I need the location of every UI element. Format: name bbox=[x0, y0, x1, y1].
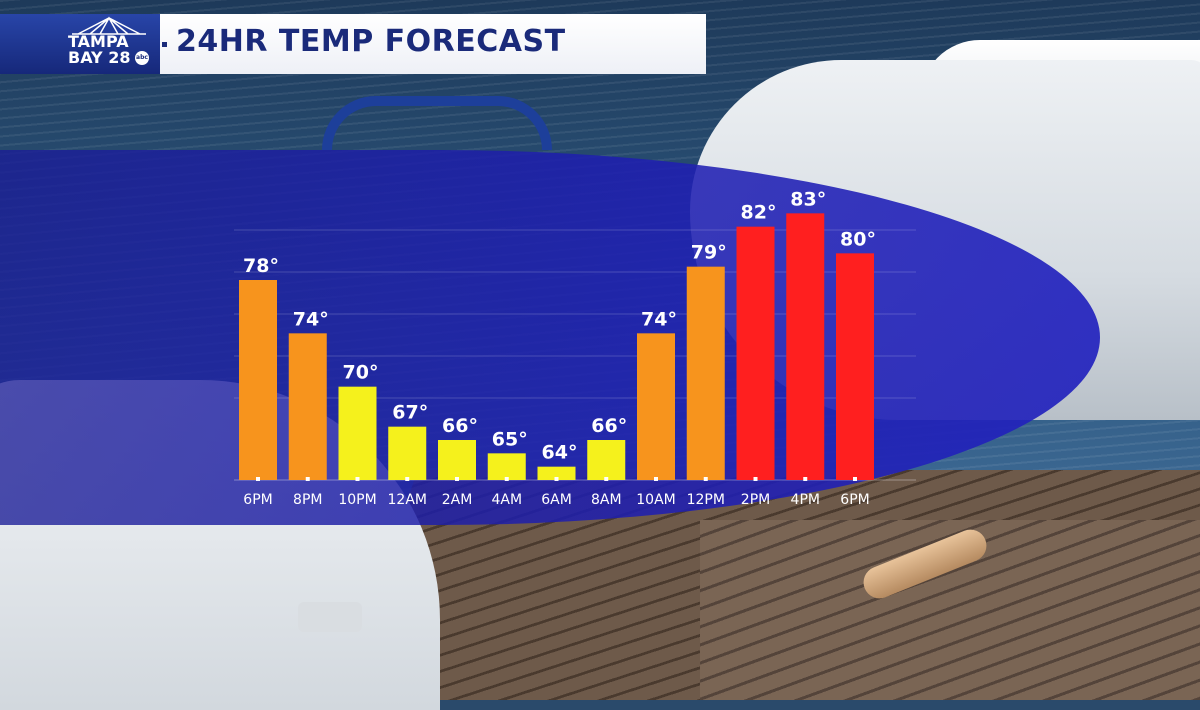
value-label-7: 66° bbox=[591, 415, 627, 437]
value-label-0: 78° bbox=[243, 255, 279, 277]
value-label-6: 64° bbox=[542, 442, 578, 464]
value-label-4: 66° bbox=[442, 415, 478, 437]
x-tick-label-1: 8PM bbox=[293, 492, 322, 508]
tick-mark-7 bbox=[604, 477, 609, 481]
x-tick-labels: 6PM 8PM 10PM 12AM 2AM 4AM 6AM 8AM 10AM 12PM 2PM 4PM… bbox=[243, 492, 869, 508]
value-label-10: 82° bbox=[741, 202, 777, 224]
x-tick-label-8: 10AM bbox=[636, 492, 675, 508]
tick-mark-4 bbox=[455, 477, 459, 481]
header-bar: TAMPA BAY 28 abc 24HR TEMP FORECAST bbox=[0, 14, 706, 74]
network-badge-icon: abc bbox=[135, 51, 149, 65]
bar-3 bbox=[388, 426, 427, 480]
bar-2 bbox=[338, 386, 377, 480]
x-tick-label-5: 4AM bbox=[491, 492, 522, 508]
bar-12 bbox=[836, 253, 874, 480]
tick-mark-3 bbox=[405, 477, 410, 481]
logo-text-bottom: BAY 28 bbox=[68, 48, 131, 67]
boat-cleat bbox=[298, 602, 362, 632]
x-tick-label-2: 10PM bbox=[338, 492, 376, 508]
temperature-bar-chart: 78°74°70°67°66°65°64°66°74°79°82°83°80° … bbox=[234, 188, 916, 508]
page-title: 24HR TEMP FORECAST bbox=[176, 24, 566, 59]
x-tick-label-7: 8AM bbox=[591, 492, 622, 508]
tick-mark-11 bbox=[803, 477, 808, 481]
bar-4 bbox=[438, 440, 476, 480]
chart-panel bbox=[0, 150, 1100, 525]
tick-mark-8 bbox=[654, 477, 658, 481]
tick-mark-10 bbox=[753, 477, 758, 481]
tick-mark-5 bbox=[504, 477, 509, 481]
bar-10 bbox=[736, 226, 775, 480]
value-label-5: 65° bbox=[492, 428, 528, 450]
bar-1 bbox=[288, 333, 327, 480]
x-tick-label-6: 6AM bbox=[541, 492, 572, 508]
bars bbox=[239, 213, 874, 481]
value-label-1: 74° bbox=[293, 308, 329, 330]
bar-11 bbox=[786, 213, 825, 481]
bar-7 bbox=[587, 440, 626, 480]
x-tick-label-9: 12PM bbox=[687, 492, 725, 508]
bar-5 bbox=[487, 453, 526, 480]
tick-mark-9 bbox=[703, 477, 708, 481]
x-tick-label-3: 12AM bbox=[388, 492, 427, 508]
x-tick-label-4: 2AM bbox=[442, 492, 473, 508]
x-tick-label-10: 2PM bbox=[741, 492, 770, 508]
title-bar bbox=[160, 14, 706, 74]
bridge-icon bbox=[72, 16, 146, 35]
tick-mark-6 bbox=[554, 477, 559, 481]
value-label-8: 74° bbox=[641, 308, 677, 330]
value-label-2: 70° bbox=[343, 362, 379, 384]
value-label-12: 80° bbox=[840, 228, 876, 250]
logo-text-top: TAMPA bbox=[68, 32, 129, 51]
x-tick-label-12: 6PM bbox=[840, 492, 869, 508]
bar-8 bbox=[637, 333, 675, 480]
tick-mark-12 bbox=[853, 477, 857, 481]
station-logo: TAMPA BAY 28 abc bbox=[0, 14, 160, 74]
bar-0 bbox=[239, 280, 277, 480]
x-tick-label-11: 4PM bbox=[791, 492, 820, 508]
separator-dot-icon bbox=[162, 42, 167, 47]
tick-mark-0 bbox=[256, 477, 260, 481]
tick-mark-2 bbox=[355, 477, 360, 481]
bar-6 bbox=[537, 466, 576, 480]
value-label-9: 79° bbox=[691, 242, 727, 264]
value-label-3: 67° bbox=[392, 402, 428, 424]
tick-mark-1 bbox=[305, 477, 310, 481]
value-labels: 78° 74° 70° 67° 66° 65° 64° 66° 74° 79° 82° 83° 80° bbox=[243, 188, 876, 463]
value-label-11: 83° bbox=[790, 188, 826, 210]
x-tick-label-0: 6PM bbox=[243, 492, 272, 508]
bar-9 bbox=[686, 266, 725, 480]
